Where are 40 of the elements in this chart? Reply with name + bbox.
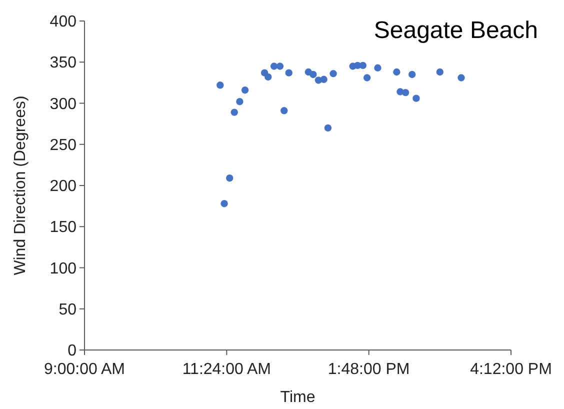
chart-title: Seagate Beach	[374, 17, 538, 44]
point	[264, 73, 272, 81]
x-tick-label: 1:48:00 PM	[328, 361, 410, 378]
point	[408, 70, 416, 78]
point	[220, 200, 228, 208]
y-tick-label: 0	[68, 342, 77, 360]
point	[270, 62, 278, 70]
point	[285, 69, 292, 76]
point	[363, 74, 371, 82]
y-tick-label: 250	[50, 136, 77, 154]
point	[458, 74, 465, 82]
point	[374, 64, 382, 72]
point	[280, 107, 288, 114]
point	[310, 70, 317, 78]
point	[402, 88, 410, 96]
y-tick-label: 300	[50, 96, 77, 113]
point	[393, 68, 400, 76]
point	[236, 98, 244, 106]
point	[324, 124, 332, 132]
y-tick-label: 350	[50, 54, 77, 72]
point	[412, 94, 420, 102]
x-tick-label: 9:00:00 AM	[44, 361, 125, 378]
point	[226, 174, 234, 182]
point	[241, 86, 249, 94]
x-axis-title: Time	[280, 389, 316, 406]
y-tick-label: 100	[50, 260, 77, 278]
x-tick-label: 4:12:00 PM	[470, 361, 552, 378]
y-tick-label: 50	[58, 301, 77, 318]
point	[330, 70, 337, 78]
y-tick-label: 150	[50, 219, 77, 236]
point	[320, 76, 328, 83]
y-axis-title: Wind Direction (Degrees)	[12, 96, 29, 276]
point	[436, 68, 444, 76]
point	[359, 62, 367, 70]
point	[230, 108, 238, 116]
y-tick-label: 200	[50, 178, 77, 196]
point	[216, 82, 224, 89]
x-tick-label: 11:24:00 AM	[182, 361, 271, 378]
point	[276, 62, 284, 70]
y-tick-label: 400	[50, 14, 77, 31]
